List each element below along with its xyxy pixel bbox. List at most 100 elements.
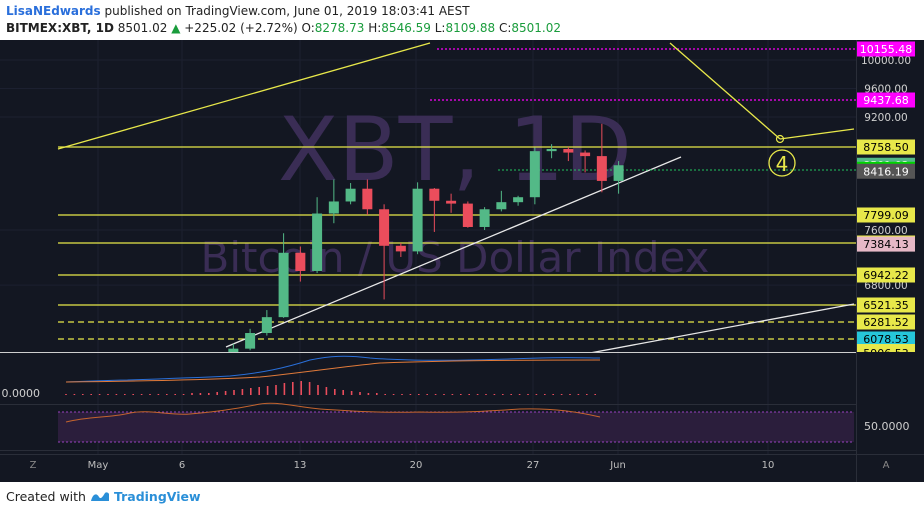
candle-body[interactable] xyxy=(513,197,524,203)
open-label: O: xyxy=(301,21,315,35)
ohlc-bar: BITMEX:XBT, 1D 8501.02 ▲ +225.02 (+2.72%… xyxy=(6,21,561,35)
candle-body[interactable] xyxy=(529,151,540,198)
candles xyxy=(212,123,624,365)
candle-body[interactable] xyxy=(245,333,256,349)
candle-body[interactable] xyxy=(546,149,557,152)
candle-body[interactable] xyxy=(395,245,406,252)
zoom-reset-button[interactable]: Z xyxy=(30,460,37,471)
time-tick-label: 20 xyxy=(410,460,423,471)
price-tick-label: 9200.00 xyxy=(864,112,907,124)
candle-body[interactable] xyxy=(429,188,440,201)
price-tick-label: 10000.00 xyxy=(861,55,911,67)
time-tick-label: 13 xyxy=(294,460,307,471)
price-label-badge xyxy=(857,236,915,252)
tradingview-brand[interactable]: TradingView xyxy=(113,489,201,504)
price-label-badge xyxy=(857,139,915,155)
close-value: 8501.02 xyxy=(511,21,561,35)
macd-line xyxy=(65,355,601,383)
symbol-label: BITMEX:XBT, 1D xyxy=(6,21,114,35)
indicator2-value: 50.0000 xyxy=(864,420,910,433)
price-label-badge xyxy=(857,297,915,313)
candle-body[interactable] xyxy=(496,202,507,210)
wave-anchor-point[interactable] xyxy=(775,134,785,144)
rsi-band xyxy=(58,412,854,442)
candle-body[interactable] xyxy=(212,362,222,365)
cut-price-label: 5906.53 xyxy=(863,347,909,360)
price-label-badge xyxy=(857,92,915,108)
indicator-pane-1[interactable]: 0.0000 xyxy=(2,355,601,400)
histogram xyxy=(65,381,597,395)
price-label-badge xyxy=(857,41,915,57)
price-label-badge xyxy=(857,267,915,283)
price-label-text: 8758.50 xyxy=(863,141,909,154)
price-label-badge xyxy=(857,331,915,347)
price-labels: 10155.489437.688758.507799.097399.926942… xyxy=(857,41,915,347)
candle-body[interactable] xyxy=(596,156,607,181)
indicator1-value: 0.0000 xyxy=(2,387,41,400)
time-tick-label: Jun xyxy=(609,460,626,471)
price-label-text: 9437.68 xyxy=(863,94,909,107)
created-with-label: Created with xyxy=(6,489,86,504)
watermark-symbol: XBT, 1D xyxy=(278,98,632,201)
close-label: C: xyxy=(498,21,512,35)
candle-body[interactable] xyxy=(295,252,306,271)
candle-body[interactable] xyxy=(479,209,490,227)
horizontal-levels xyxy=(58,48,856,340)
price-label-badge xyxy=(857,207,915,223)
wave-extension-line[interactable] xyxy=(779,128,855,140)
high-label: H: xyxy=(368,21,382,35)
price-label-text: 6942.22 xyxy=(863,269,909,282)
candle-body[interactable] xyxy=(261,317,272,334)
chart-area[interactable]: XBT, 1D Bitcoin / US Dollar Index 4 0. xyxy=(0,40,924,482)
wave-connector-line[interactable] xyxy=(669,42,781,140)
price-label-text: 6281.52 xyxy=(863,316,909,329)
candle-body[interactable] xyxy=(345,188,356,202)
signal-line xyxy=(65,359,601,383)
open-value: 8278.73 xyxy=(314,21,365,35)
time-axis[interactable]: Z A May 6 13 20 27 Jun 10 xyxy=(0,454,924,472)
change-arrow-icon: ▲ xyxy=(171,21,181,35)
time-tick-label: May xyxy=(88,460,109,471)
price-axis[interactable]: 10000.00 9600.00 9200.00 7600.00 6800.00 xyxy=(856,40,912,482)
grid xyxy=(0,40,856,454)
chart-svg[interactable]: XBT, 1D Bitcoin / US Dollar Index 4 0. xyxy=(0,40,924,482)
tradingview-logo-icon[interactable] xyxy=(90,489,114,504)
wave-label: 4 xyxy=(768,149,796,177)
price-label-text: 6078.53 xyxy=(863,333,909,346)
author-link[interactable]: LisaNEdwards xyxy=(6,4,101,18)
candle-body[interactable] xyxy=(580,152,591,157)
support-trendline[interactable] xyxy=(225,156,682,348)
candle-body[interactable] xyxy=(613,165,624,181)
candle-body[interactable] xyxy=(379,209,390,246)
candle-body[interactable] xyxy=(362,188,373,210)
candle-body[interactable] xyxy=(462,203,473,227)
auto-scale-button[interactable]: A xyxy=(883,460,890,471)
published-text: published on TradingView.com, June 01, 2… xyxy=(104,4,470,18)
time-tick-label: 6 xyxy=(179,460,185,471)
price-tick-label: 7600.00 xyxy=(864,225,907,237)
price-label-badge xyxy=(857,163,915,179)
candle-body[interactable] xyxy=(278,252,289,318)
indicator-pane-2[interactable]: 50.0000 xyxy=(58,402,910,443)
publish-info: LisaNEdwards published on TradingView.co… xyxy=(6,4,470,18)
high-value: 8546.59 xyxy=(381,21,431,35)
candle-body[interactable] xyxy=(563,149,574,153)
candle-body[interactable] xyxy=(446,200,457,204)
candle-body[interactable] xyxy=(412,188,423,252)
candle-body[interactable] xyxy=(328,201,339,214)
price-tick-label: 9600.00 xyxy=(864,83,907,95)
change-value: +225.02 (+2.72%) xyxy=(184,21,298,35)
price-label-text: 7799.09 xyxy=(863,209,909,222)
price-label-text: 7384.13 xyxy=(863,238,909,251)
candle-body[interactable] xyxy=(312,213,323,271)
price-label-text: 8416.19 xyxy=(863,165,909,178)
upper-trendline[interactable] xyxy=(57,42,431,150)
wave-circle xyxy=(768,149,796,177)
low-label: L: xyxy=(434,21,446,35)
time-tick-label: 10 xyxy=(762,460,775,471)
price-label-badge xyxy=(857,314,915,330)
time-tick-label: 27 xyxy=(527,460,540,471)
cut-label: 5906.53 xyxy=(857,344,915,360)
candle-body[interactable] xyxy=(228,348,239,363)
lower-trendline[interactable] xyxy=(590,303,855,353)
